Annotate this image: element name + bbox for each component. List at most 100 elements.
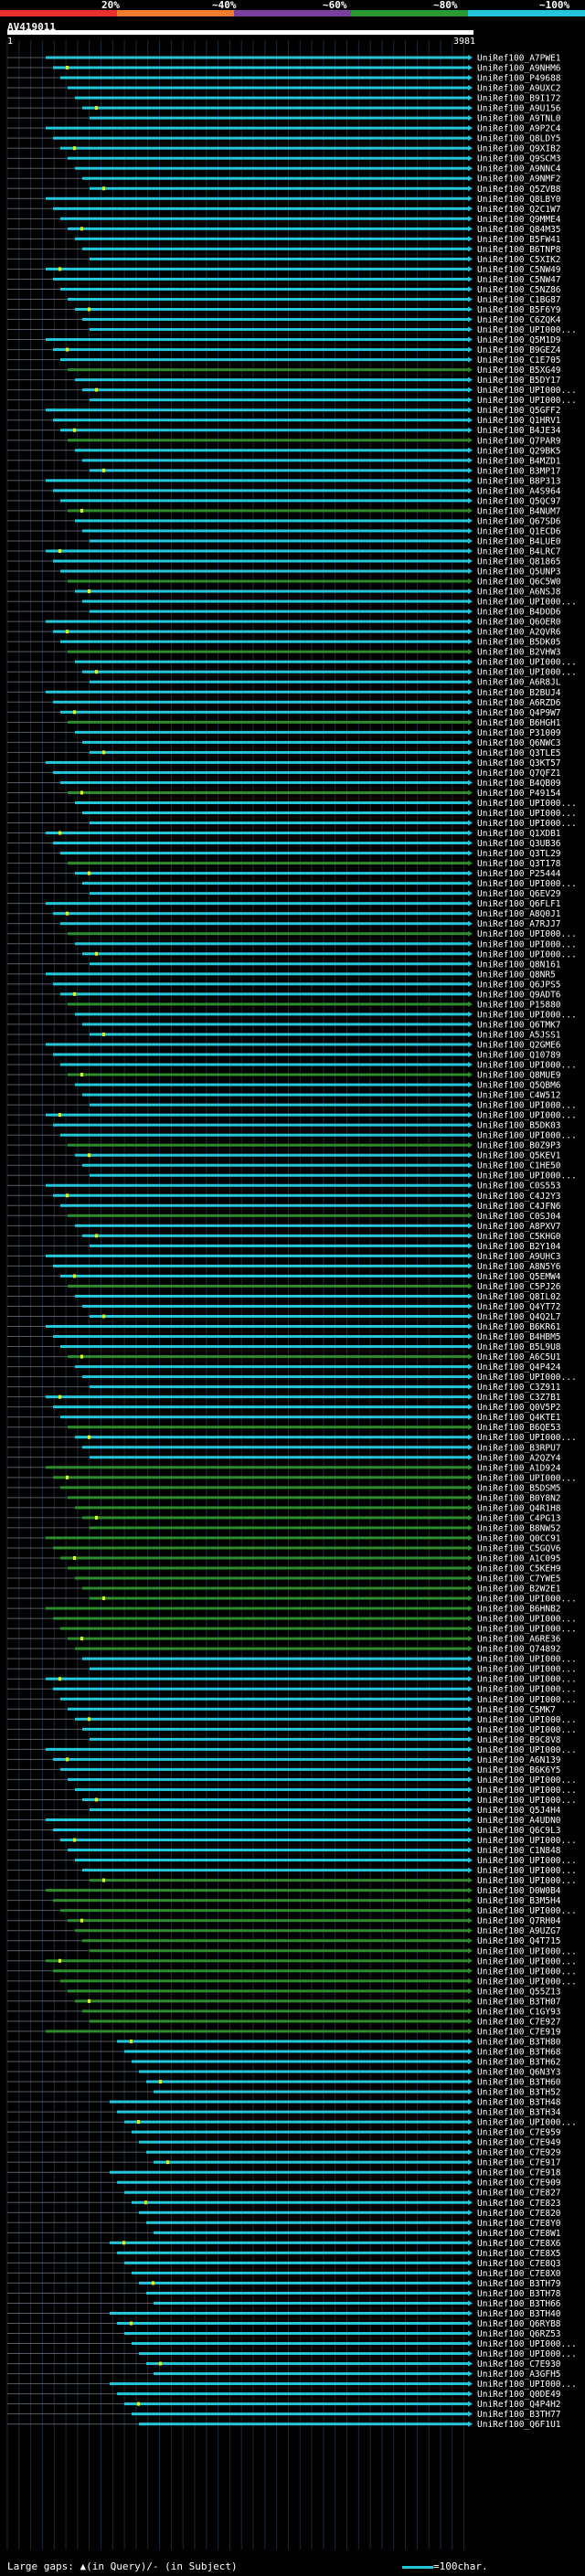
- hit-bar: [124, 2261, 468, 2264]
- gap-marker: [95, 1234, 98, 1238]
- hit-label: UniRef100_UPI000...: [477, 1675, 577, 1685]
- hit-bar: [139, 2281, 468, 2284]
- hit-label: UniRef100_Q5UNP3: [477, 567, 561, 578]
- hit-arrow: [468, 1565, 473, 1571]
- hit-bar: [90, 1173, 468, 1177]
- hit-arrow: [468, 206, 473, 212]
- hit-arrow: [468, 870, 473, 876]
- hit-bar: [68, 1919, 468, 1923]
- hit-bar: [46, 1536, 468, 1540]
- hit-bar: [132, 2130, 468, 2134]
- hit-label: UniRef100_C4W512: [477, 1091, 561, 1101]
- hit-bar: [68, 156, 468, 160]
- hit-label: UniRef100_Q0DE49: [477, 2390, 561, 2400]
- hit-bar: [117, 2322, 468, 2325]
- hit-bar: [139, 2140, 468, 2144]
- hit-label: UniRef100_C5NW47: [477, 275, 561, 285]
- hit-label: UniRef100_Q6OER0: [477, 618, 561, 628]
- hit-label: UniRef100_Q8NR5: [477, 970, 556, 980]
- hit-label: UniRef100_A9P2C4: [477, 124, 561, 134]
- hit-bar: [82, 459, 468, 462]
- hit-bar: [60, 146, 468, 150]
- hit-bar: [53, 277, 468, 281]
- identity-bar-segment: [0, 10, 118, 16]
- hit-arrow: [468, 2330, 473, 2337]
- hit-label: UniRef100_B3TH68: [477, 2047, 561, 2057]
- hit-label: UniRef100_UPI000...: [477, 2380, 577, 2390]
- hit-arrow: [468, 2018, 473, 2024]
- hit-arrow: [468, 2129, 473, 2136]
- hit-label: UniRef100_UPI000...: [477, 1655, 577, 1665]
- hit-bar: [53, 700, 468, 704]
- identity-bar-segment: [351, 10, 469, 16]
- hit-bar: [90, 610, 468, 613]
- hit-arrow: [468, 679, 473, 685]
- gap-marker: [73, 991, 76, 996]
- hit-bar: [46, 1113, 468, 1117]
- hit-arrow: [468, 890, 473, 896]
- hit-arrow: [468, 1524, 473, 1531]
- hit-arrow: [468, 1504, 473, 1511]
- hit-arrow: [468, 1837, 473, 1843]
- hit-bar: [75, 166, 468, 170]
- hit-bar: [46, 408, 468, 412]
- hit-label: UniRef100_Q9SCM3: [477, 154, 561, 164]
- hit-bar: [90, 1033, 468, 1036]
- hit-label: UniRef100_A9UXC2: [477, 84, 561, 94]
- hit-arrow: [468, 306, 473, 313]
- hit-arrow: [468, 1807, 473, 1813]
- hit-bar: [46, 549, 468, 553]
- hit-arrow: [468, 1434, 473, 1440]
- hit-bar: [90, 1244, 468, 1247]
- hit-arrow: [468, 1323, 473, 1330]
- hit-arrow: [468, 2370, 473, 2377]
- hit-label: UniRef100_A1D924: [477, 1463, 561, 1473]
- hit-bar: [60, 1274, 468, 1277]
- gap-marker: [58, 1677, 61, 1681]
- hit-label: UniRef100_C7E8Y0: [477, 2219, 561, 2229]
- hit-arrow: [468, 558, 473, 564]
- hit-bar: [46, 1747, 468, 1751]
- gap-marker: [130, 2321, 133, 2326]
- hit-bar: [139, 2210, 468, 2214]
- hit-label: UniRef100_Q55Z13: [477, 1987, 561, 1997]
- hit-arrow: [468, 417, 473, 423]
- hit-bar: [53, 66, 468, 69]
- hit-bar: [82, 1163, 468, 1167]
- hit-label: UniRef100_B2VHW3: [477, 648, 561, 658]
- hit-label: UniRef100_UPI000...: [477, 1171, 577, 1182]
- hit-bar: [82, 1093, 468, 1097]
- hit-arrow: [468, 1494, 473, 1500]
- hit-arrow: [468, 1957, 473, 1964]
- hit-arrow: [468, 155, 473, 162]
- hit-bar: [139, 2352, 468, 2356]
- hit-arrow: [468, 1424, 473, 1430]
- hit-bar: [75, 1929, 468, 1933]
- hit-label: UniRef100_Q0V5P2: [477, 1403, 561, 1413]
- hit-label: UniRef100_C1HE50: [477, 1161, 561, 1171]
- hit-label: UniRef100_B5L9U8: [477, 1342, 561, 1352]
- hit-bar: [139, 2070, 468, 2073]
- hit-bar: [90, 1385, 468, 1389]
- hit-arrow: [468, 2411, 473, 2417]
- hit-label: UniRef100_C5MK7: [477, 1705, 556, 1715]
- hit-label: UniRef100_UPI000...: [477, 396, 577, 406]
- hit-arrow: [468, 1132, 473, 1139]
- hit-label: UniRef100_Q4P9W7: [477, 708, 561, 718]
- hit-label: UniRef100_Q3KT57: [477, 758, 561, 769]
- hit-bar: [68, 1214, 468, 1217]
- hit-label: UniRef100_Q5M1D9: [477, 335, 561, 345]
- hit-arrow: [468, 1786, 473, 1793]
- hit-arrow: [468, 950, 473, 957]
- hit-arrow: [468, 588, 473, 595]
- hit-arrow: [468, 447, 473, 453]
- gap-marker: [88, 1717, 90, 1722]
- hit-label: UniRef100_Q6C5W0: [477, 578, 561, 588]
- hit-arrow: [468, 1273, 473, 1279]
- hit-label: UniRef100_B3TH40: [477, 2309, 561, 2319]
- hit-label: UniRef100_UPI000...: [477, 1615, 577, 1625]
- hit-bar: [90, 2019, 468, 2023]
- hit-label: UniRef100_B6HNB2: [477, 1605, 561, 1615]
- hit-bar: [82, 952, 468, 956]
- hit-arrow: [468, 527, 473, 534]
